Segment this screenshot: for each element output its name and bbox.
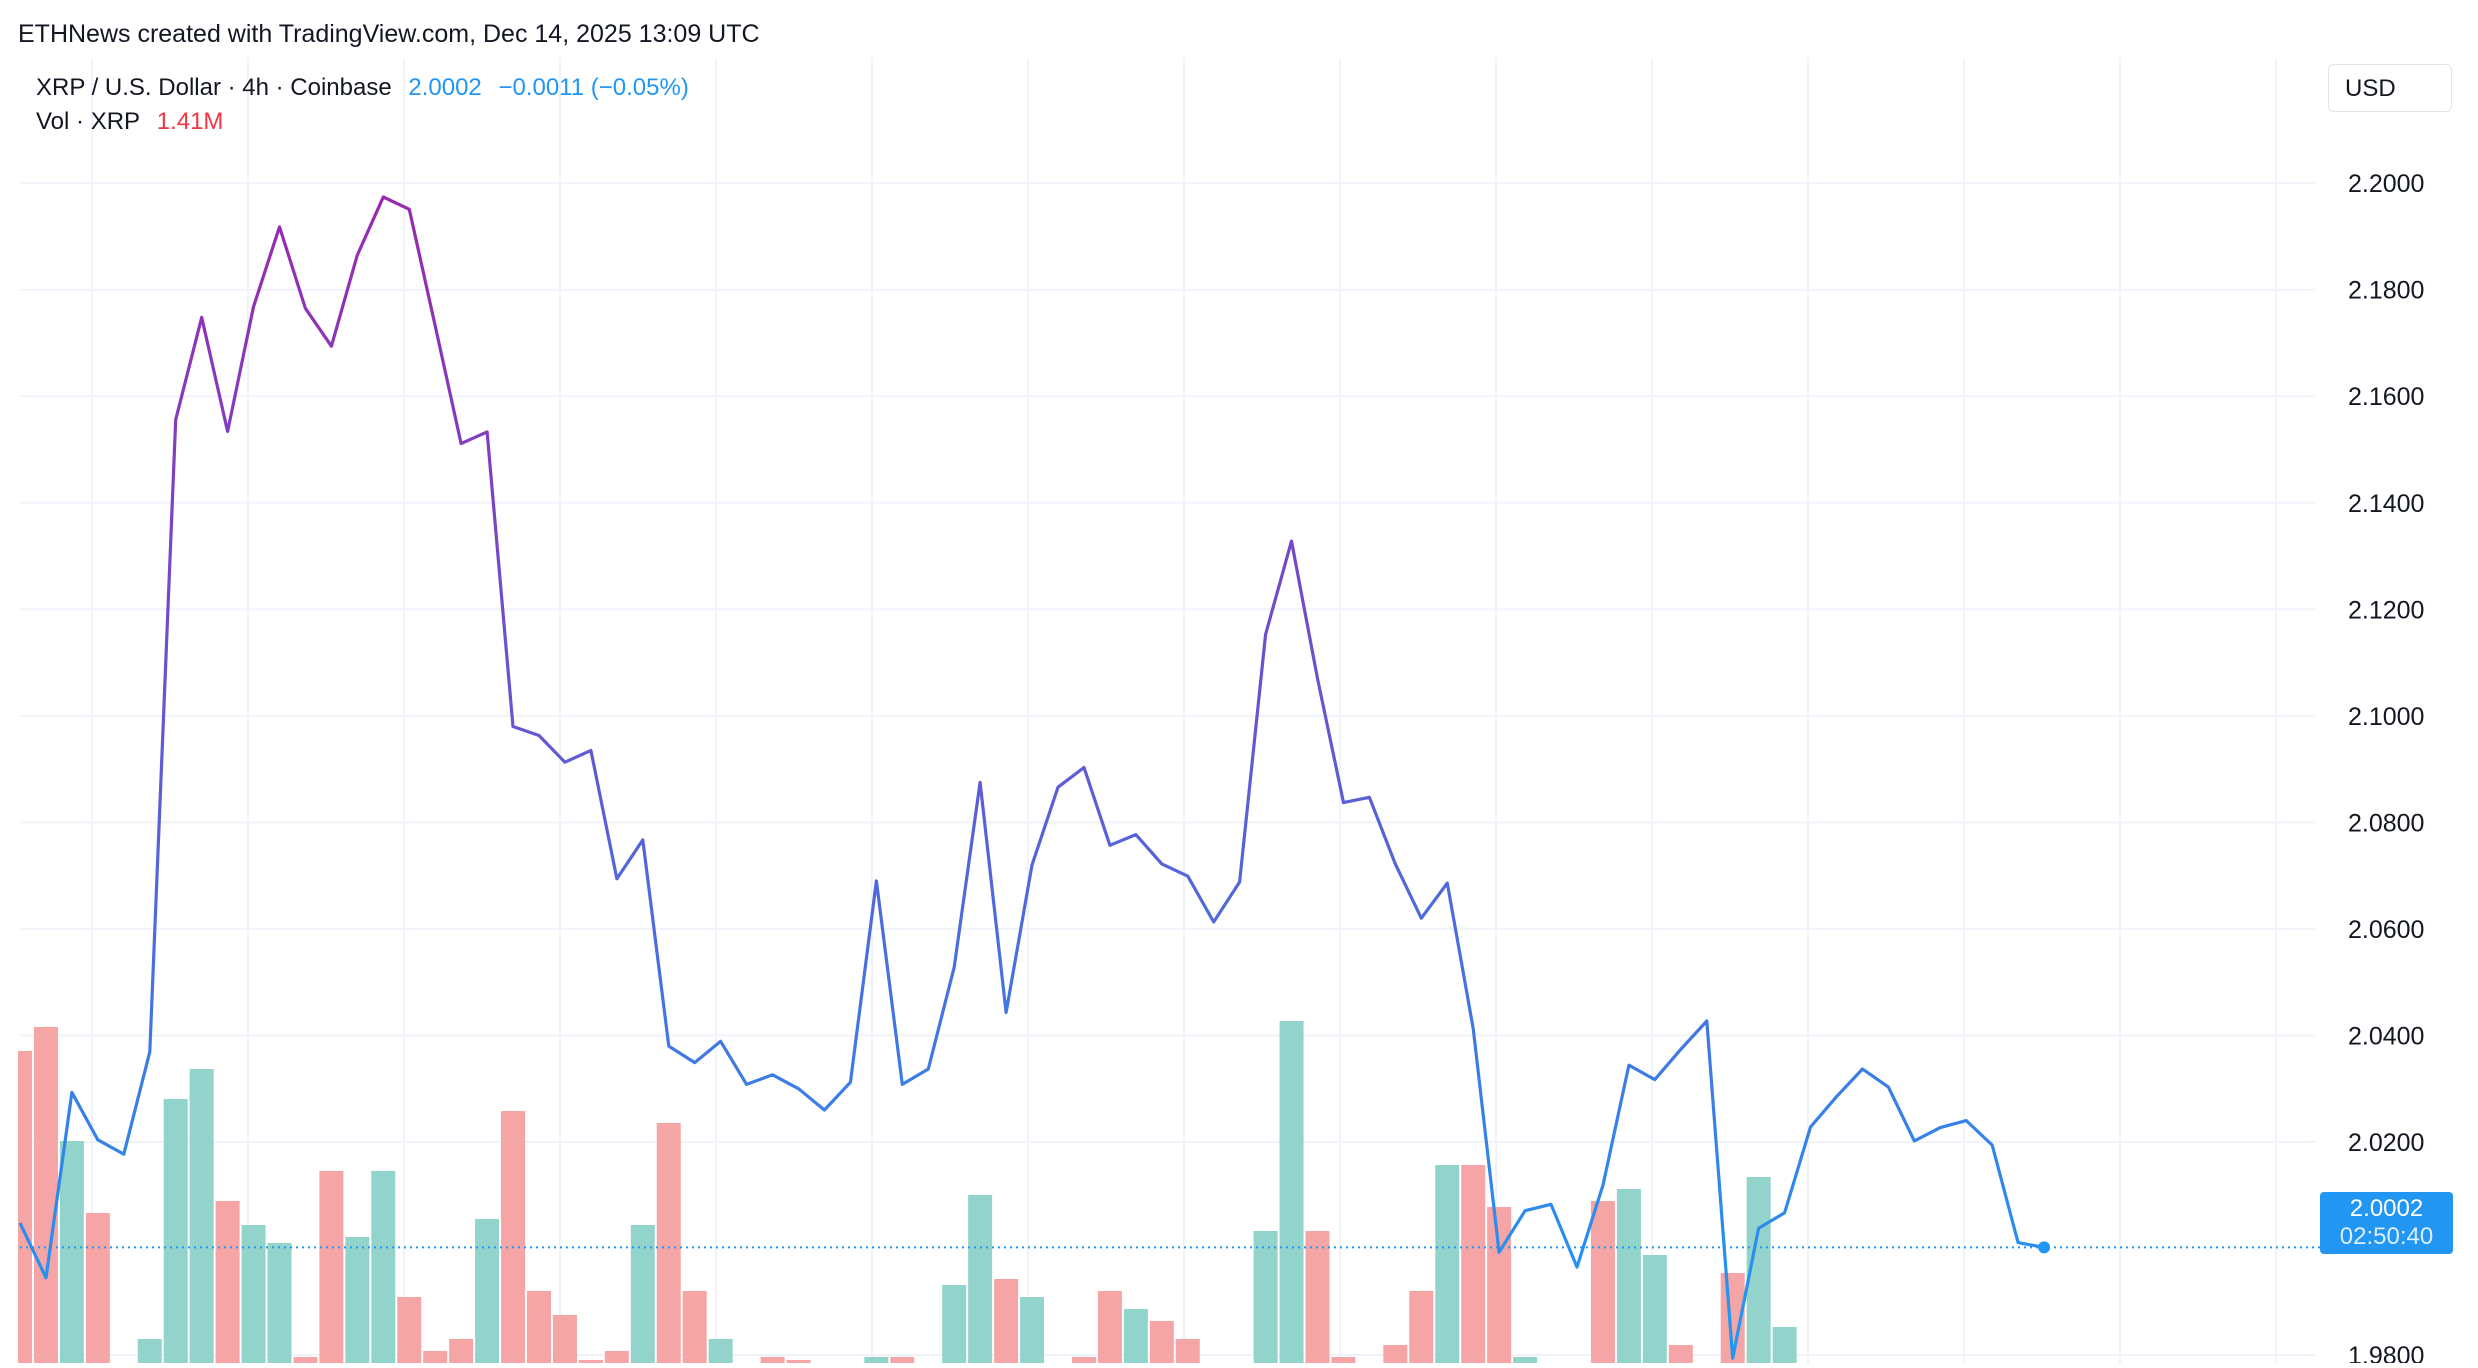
volume-bar xyxy=(786,1360,811,1363)
currency-button[interactable]: USD xyxy=(2328,64,2452,112)
volume-bar xyxy=(345,1237,370,1363)
volume-bar xyxy=(604,1351,629,1363)
volume-bar xyxy=(1487,1207,1512,1363)
volume-bar xyxy=(682,1291,707,1363)
volume-bar xyxy=(1668,1345,1693,1363)
volume-bar xyxy=(293,1357,318,1363)
volume-bar xyxy=(527,1291,551,1363)
volume-bar xyxy=(163,1099,188,1363)
y-axis-tick-label: 2.1800 xyxy=(2348,277,2424,305)
volume-bar xyxy=(241,1225,266,1363)
y-axis-tick-label: 2.0200 xyxy=(2348,1129,2424,1157)
volume-bar xyxy=(59,1141,84,1363)
y-axis-tick-label: 2.0800 xyxy=(2348,809,2424,837)
volume-value: 1.41M xyxy=(156,108,224,135)
y-axis-tick-label: 2.0400 xyxy=(2348,1022,2424,1050)
volume-bar xyxy=(1253,1231,1278,1363)
y-axis-tick-label: 2.1400 xyxy=(2348,490,2424,518)
volume-bar xyxy=(85,1213,110,1363)
volume-bar xyxy=(760,1357,785,1363)
symbol-title: XRP / U.S. Dollar · 4h · Coinbase xyxy=(36,74,392,101)
last-price-value: 2.0002 xyxy=(408,74,482,101)
volume-bar xyxy=(890,1357,915,1363)
volume-bar xyxy=(1461,1165,1486,1363)
y-axis-tick-label: 1.9800 xyxy=(2348,1342,2424,1363)
attribution-text: ETHNews created with TradingView.com, De… xyxy=(18,20,760,48)
volume-bar xyxy=(267,1243,292,1363)
volume-bar xyxy=(578,1360,603,1363)
volume-bar xyxy=(1123,1309,1148,1363)
volume-bar xyxy=(1020,1297,1045,1363)
volume-legend: Vol · XRP 1.41M xyxy=(36,108,233,136)
volume-bar xyxy=(1616,1189,1641,1363)
price-axis: 2.2000 2.1800 2.1600 2.1400 2.1200 2.1000 2.08… xyxy=(2348,170,2424,1368)
volume-bar xyxy=(475,1219,500,1363)
volume-bar xyxy=(189,1069,214,1363)
volume-bar xyxy=(397,1297,422,1363)
volume-bar xyxy=(656,1123,681,1363)
volume-label: Vol · XRP xyxy=(36,108,141,135)
volume-bar xyxy=(1149,1321,1174,1363)
grid-lines xyxy=(20,58,2315,1363)
volume-bar xyxy=(1590,1201,1615,1363)
last-price-dot xyxy=(2038,1241,2051,1254)
volume-bar xyxy=(552,1315,577,1363)
y-axis-tick-label: 2.0600 xyxy=(2348,916,2424,944)
volume-bar xyxy=(708,1339,733,1363)
badge-price: 2.0002 xyxy=(2349,1195,2424,1222)
volume-bar xyxy=(1409,1291,1434,1363)
volume-bar xyxy=(18,1051,32,1363)
volume-bar xyxy=(1097,1291,1122,1363)
price-change: −0.0011 (−0.05%) xyxy=(498,74,689,101)
volume-bar xyxy=(449,1339,474,1363)
y-axis-tick-label: 2.2000 xyxy=(2348,170,2424,198)
y-axis-tick-label: 2.1000 xyxy=(2348,703,2424,731)
volume-bars xyxy=(18,1021,1797,1363)
volume-bar xyxy=(1383,1345,1408,1363)
volume-bar xyxy=(1305,1231,1330,1363)
volume-bar xyxy=(630,1225,655,1363)
volume-bar xyxy=(1071,1357,1096,1363)
volume-bar xyxy=(137,1339,162,1363)
volume-bar xyxy=(1513,1357,1538,1363)
volume-bar xyxy=(319,1171,344,1363)
volume-bar xyxy=(371,1171,396,1363)
volume-bar xyxy=(1175,1339,1200,1363)
volume-bar xyxy=(215,1201,240,1363)
volume-bar xyxy=(1331,1357,1356,1363)
y-axis-tick-label: 2.1600 xyxy=(2348,383,2424,411)
volume-bar xyxy=(942,1285,967,1363)
price-line xyxy=(18,195,2045,1360)
volume-bar xyxy=(1435,1165,1460,1363)
volume-bar xyxy=(968,1195,993,1363)
volume-bar xyxy=(1772,1327,1797,1363)
volume-bar xyxy=(994,1279,1019,1363)
volume-bar xyxy=(1642,1255,1667,1363)
volume-bar xyxy=(501,1111,526,1363)
symbol-legend: XRP / U.S. Dollar · 4h · Coinbase 2.0002… xyxy=(36,74,699,102)
volume-bar xyxy=(1279,1021,1304,1363)
last-price-badge: 2.0002 02:50:40 xyxy=(2320,1192,2453,1254)
volume-bar xyxy=(33,1027,58,1363)
volume-bar xyxy=(423,1351,448,1363)
y-axis-tick-label: 2.1200 xyxy=(2348,596,2424,624)
badge-countdown: 02:50:40 xyxy=(2339,1223,2434,1250)
volume-bar xyxy=(864,1357,889,1363)
